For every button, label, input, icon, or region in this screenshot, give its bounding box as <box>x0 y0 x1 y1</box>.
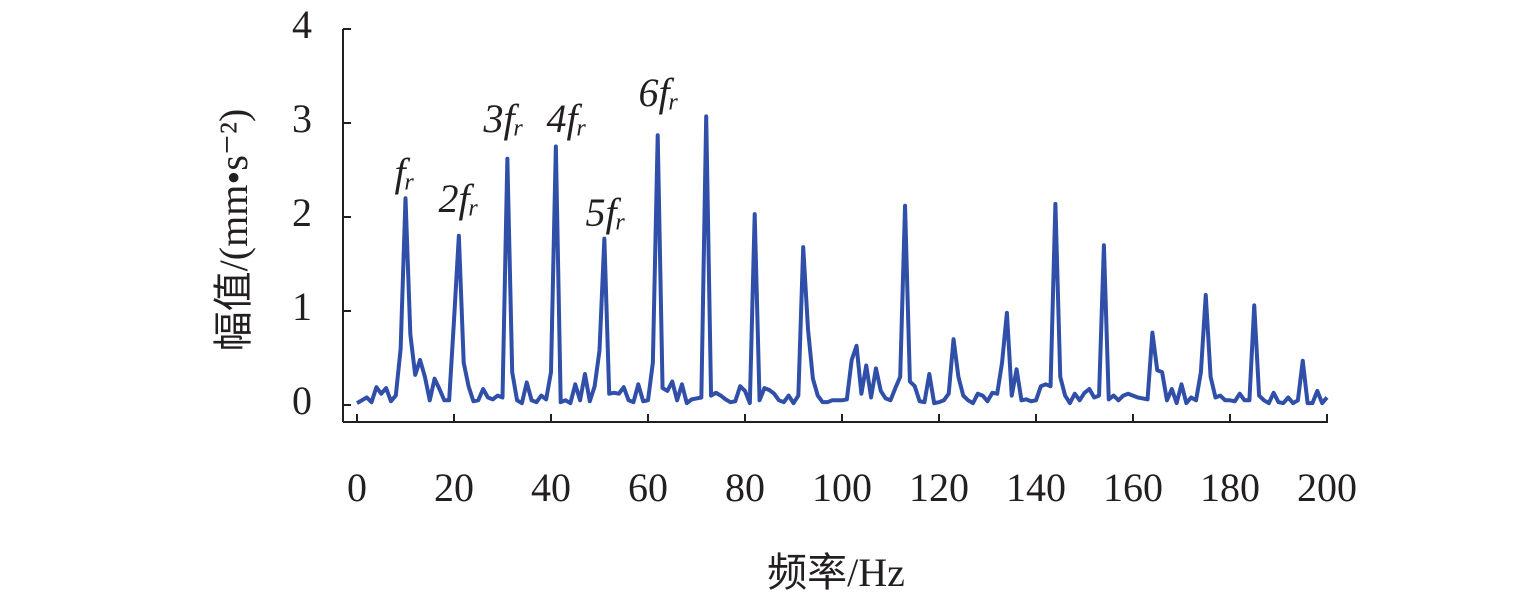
y-tick-label: 2 <box>292 190 312 235</box>
y-tick-label: 4 <box>292 2 312 47</box>
x-tick-label: 0 <box>347 465 367 510</box>
peak-annotation: 4fᵣ <box>547 96 588 141</box>
x-tick-label: 120 <box>909 465 969 510</box>
x-tick-label: 160 <box>1103 465 1163 510</box>
x-tick-label: 200 <box>1297 465 1357 510</box>
y-tick-label: 0 <box>292 378 312 423</box>
x-tick-label: 60 <box>628 465 668 510</box>
peak-annotation: fᵣ <box>395 150 416 195</box>
x-tick-label: 100 <box>812 465 872 510</box>
x-tick-label: 20 <box>434 465 474 510</box>
peak-annotation: 5fᵣ <box>586 190 627 235</box>
x-axis-label: 频率/Hz <box>767 550 905 595</box>
peak-annotation: 6fᵣ <box>639 70 680 115</box>
x-tick-label: 80 <box>725 465 765 510</box>
x-tick-label: 180 <box>1200 465 1260 510</box>
y-tick-label: 3 <box>292 96 312 141</box>
line <box>355 114 1329 406</box>
x-tick-label: 40 <box>531 465 571 510</box>
x-tick-label: 140 <box>1006 465 1066 510</box>
peak-annotation: 2fᵣ <box>439 176 480 221</box>
y-tick-label: 1 <box>292 284 312 329</box>
peak-annotation: 3fᵣ <box>483 96 525 141</box>
y-axis-label: 幅值/(mm•s⁻²) <box>211 109 256 352</box>
